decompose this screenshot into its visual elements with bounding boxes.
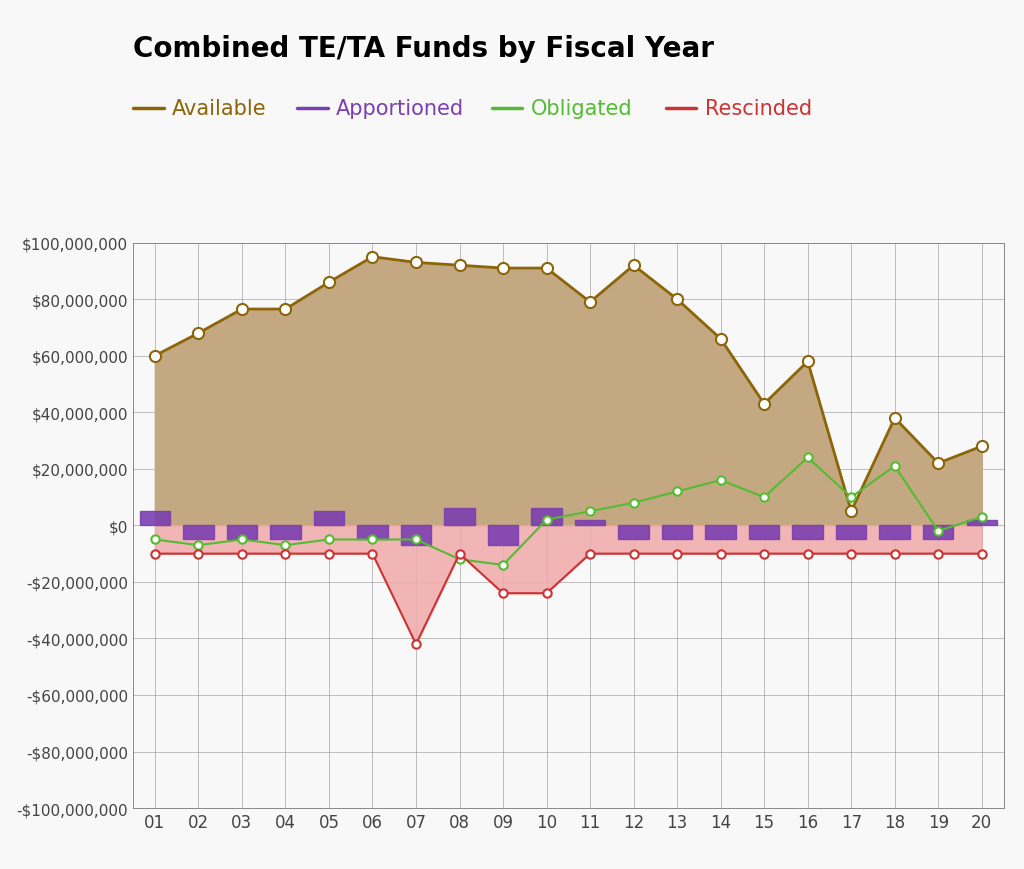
Bar xyxy=(444,509,475,526)
Bar xyxy=(662,526,692,540)
Bar xyxy=(706,526,736,540)
Bar xyxy=(967,520,997,526)
Bar xyxy=(487,526,518,546)
Bar xyxy=(357,526,388,540)
Bar xyxy=(574,520,605,526)
Text: Obligated: Obligated xyxy=(530,99,632,118)
Bar xyxy=(139,512,170,526)
Bar xyxy=(749,526,779,540)
Bar xyxy=(270,526,301,540)
Bar xyxy=(531,509,562,526)
Bar xyxy=(313,512,344,526)
Bar xyxy=(226,526,257,540)
Text: Rescinded: Rescinded xyxy=(705,99,812,118)
Bar xyxy=(400,526,431,546)
Text: Combined TE/TA Funds by Fiscal Year: Combined TE/TA Funds by Fiscal Year xyxy=(133,35,714,63)
Bar xyxy=(793,526,823,540)
Bar xyxy=(880,526,910,540)
Bar xyxy=(183,526,214,540)
Text: Available: Available xyxy=(172,99,266,118)
Bar xyxy=(836,526,866,540)
Text: Apportioned: Apportioned xyxy=(336,99,464,118)
Bar xyxy=(618,526,649,540)
Bar xyxy=(923,526,953,540)
